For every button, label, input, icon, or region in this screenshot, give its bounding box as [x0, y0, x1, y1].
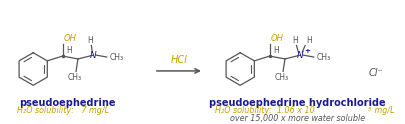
Text: over 15,000 x more water soluble: over 15,000 x more water soluble	[230, 114, 364, 123]
Text: CH₃: CH₃	[316, 53, 330, 62]
Text: OH: OH	[64, 34, 76, 43]
Text: H₂O solubility:  1.06 x 10: H₂O solubility: 1.06 x 10	[215, 106, 314, 115]
Text: +: +	[303, 48, 309, 54]
Text: H: H	[87, 36, 93, 45]
Text: N: N	[296, 51, 303, 60]
Text: HCl: HCl	[170, 55, 187, 65]
Text: 5: 5	[367, 107, 370, 112]
Text: OH: OH	[270, 34, 283, 43]
Text: CH₃: CH₃	[109, 53, 124, 62]
Text: pseudoephedrine: pseudoephedrine	[19, 98, 116, 108]
Text: H: H	[292, 36, 298, 45]
Text: pseudoephedrine hydrochloride: pseudoephedrine hydrochloride	[209, 98, 385, 108]
Text: Cl⁻: Cl⁻	[368, 68, 383, 78]
Text: CH₃: CH₃	[68, 73, 82, 82]
Text: mg/L: mg/L	[371, 106, 393, 115]
Text: H: H	[66, 46, 72, 55]
Text: H: H	[305, 36, 311, 45]
Text: H₂O solubility:   7 mg/L: H₂O solubility: 7 mg/L	[17, 106, 109, 115]
Text: N: N	[90, 51, 96, 60]
Text: H: H	[273, 46, 279, 55]
Text: CH₃: CH₃	[274, 73, 288, 82]
